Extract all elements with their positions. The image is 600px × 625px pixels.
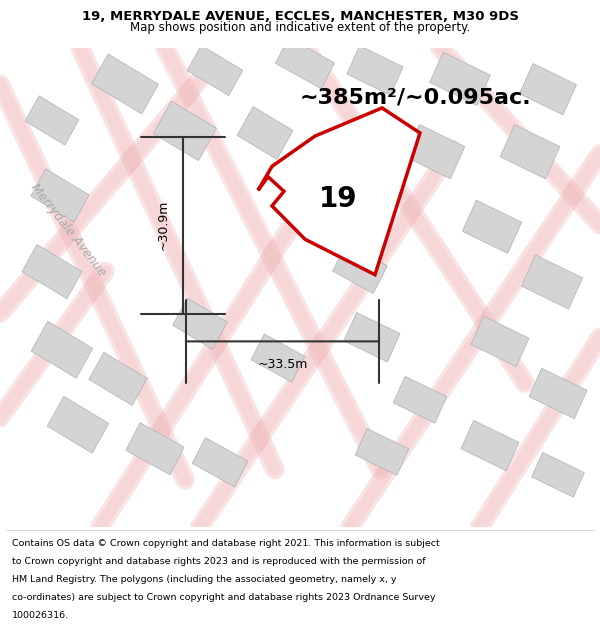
- Text: 19, MERRYDALE AVENUE, ECCLES, MANCHESTER, M30 9DS: 19, MERRYDALE AVENUE, ECCLES, MANCHESTER…: [82, 11, 518, 24]
- Bar: [461, 421, 519, 471]
- Text: co-ordinates) are subject to Crown copyright and database rights 2023 Ordnance S: co-ordinates) are subject to Crown copyr…: [12, 593, 436, 602]
- Bar: [92, 54, 158, 114]
- Bar: [430, 52, 490, 106]
- Bar: [393, 376, 447, 423]
- Bar: [173, 298, 227, 349]
- Bar: [192, 438, 248, 487]
- Bar: [532, 452, 584, 497]
- Bar: [529, 368, 587, 419]
- Bar: [471, 316, 529, 366]
- Text: 100026316.: 100026316.: [12, 611, 69, 620]
- Bar: [89, 352, 147, 406]
- Bar: [463, 200, 521, 253]
- Text: Map shows position and indicative extent of the property.: Map shows position and indicative extent…: [130, 21, 470, 34]
- Text: ~385m²/~0.095ac.: ~385m²/~0.095ac.: [300, 87, 532, 107]
- Bar: [347, 46, 403, 95]
- Bar: [47, 396, 109, 453]
- Text: to Crown copyright and database rights 2023 and is reproduced with the permissio: to Crown copyright and database rights 2…: [12, 557, 425, 566]
- Bar: [22, 244, 82, 299]
- Bar: [500, 124, 560, 179]
- Bar: [126, 422, 184, 475]
- Bar: [275, 38, 335, 89]
- Bar: [291, 192, 349, 247]
- Bar: [355, 429, 409, 475]
- Text: ~33.5m: ~33.5m: [257, 358, 308, 371]
- Bar: [154, 101, 217, 161]
- Bar: [31, 321, 93, 378]
- Bar: [521, 255, 583, 309]
- Text: Merrydale Avenue: Merrydale Avenue: [28, 181, 108, 279]
- Bar: [251, 334, 305, 382]
- Bar: [332, 243, 388, 294]
- Bar: [237, 106, 293, 159]
- Bar: [25, 96, 79, 145]
- Bar: [31, 169, 89, 222]
- Text: Contains OS data © Crown copyright and database right 2021. This information is : Contains OS data © Crown copyright and d…: [12, 539, 440, 548]
- Polygon shape: [258, 108, 420, 274]
- Text: HM Land Registry. The polygons (including the associated geometry, namely x, y: HM Land Registry. The polygons (includin…: [12, 575, 397, 584]
- Bar: [344, 312, 400, 362]
- Text: 19: 19: [319, 184, 357, 213]
- Text: ~30.9m: ~30.9m: [157, 200, 170, 251]
- Bar: [520, 64, 577, 115]
- Bar: [187, 45, 243, 96]
- Bar: [405, 124, 465, 179]
